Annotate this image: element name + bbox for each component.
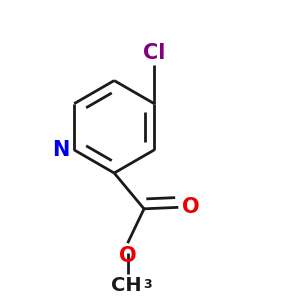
Text: N: N xyxy=(52,140,70,160)
Text: CH: CH xyxy=(111,276,141,295)
Text: O: O xyxy=(119,245,136,266)
Text: O: O xyxy=(182,197,200,217)
Text: 3: 3 xyxy=(143,278,152,291)
Text: Cl: Cl xyxy=(143,44,165,63)
